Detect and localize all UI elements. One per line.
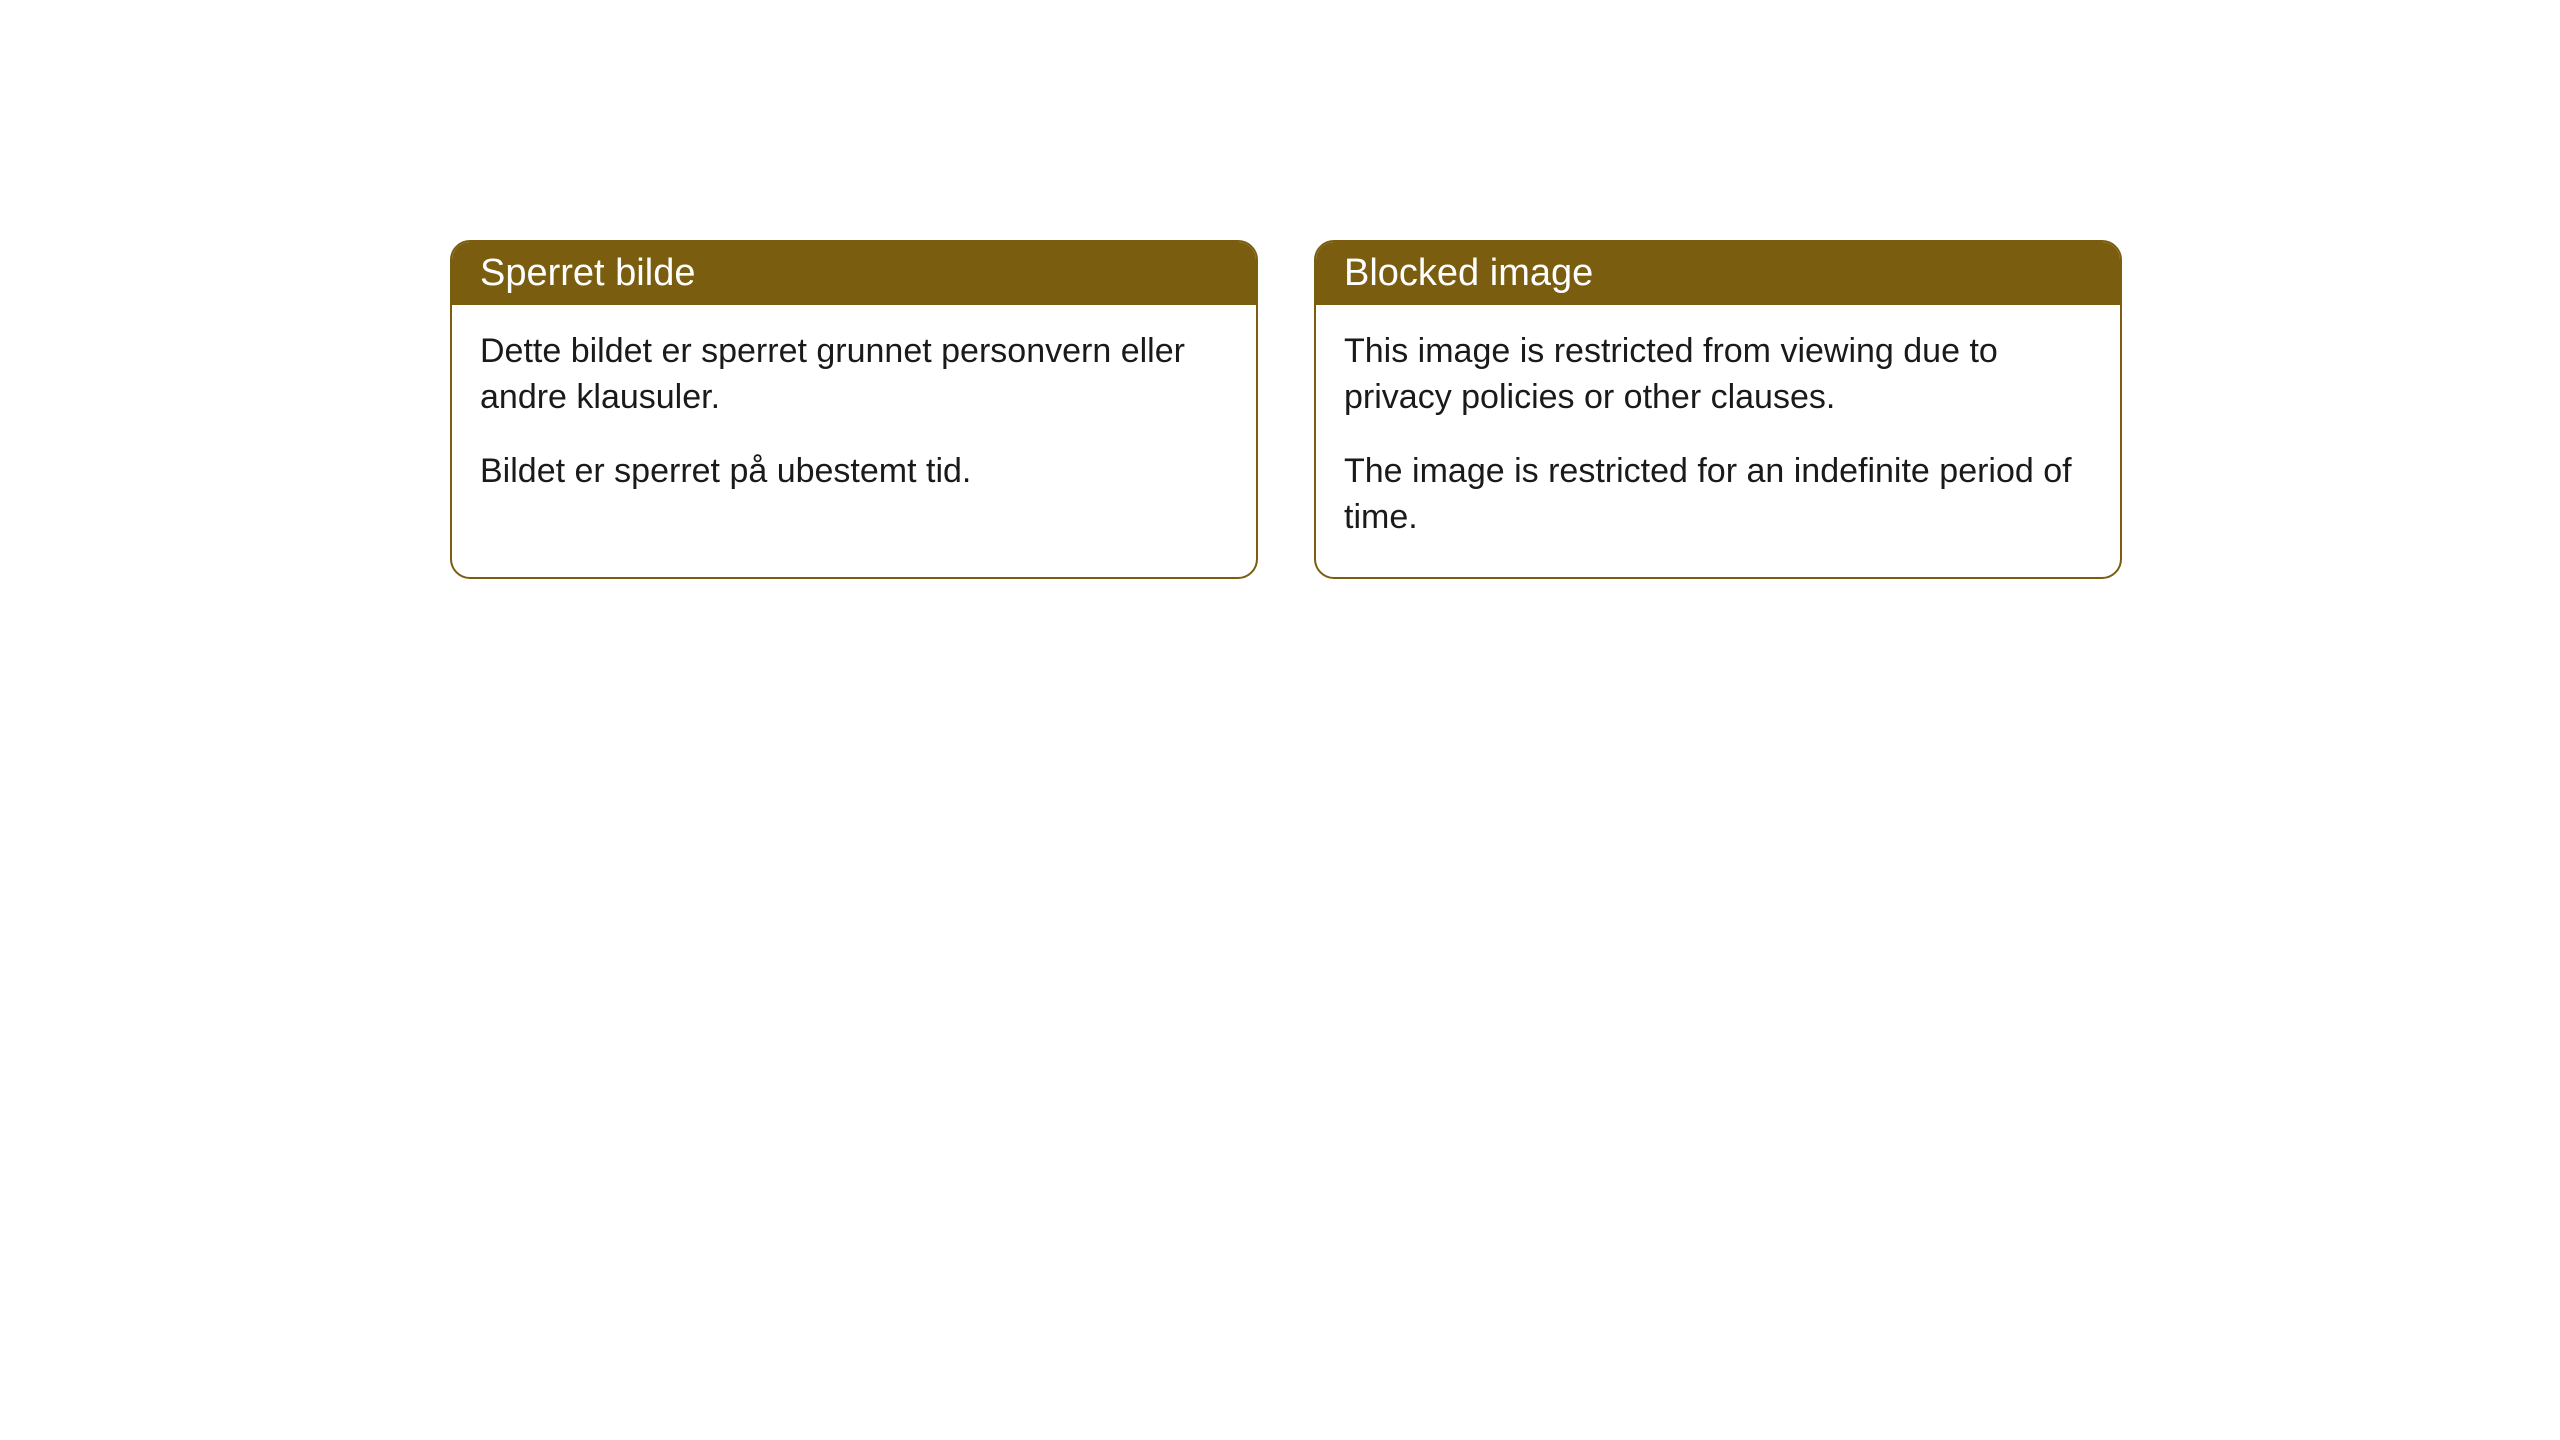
notice-paragraph-2: Bildet er sperret på ubestemt tid. <box>480 449 1228 495</box>
notice-header-norwegian: Sperret bilde <box>452 242 1256 305</box>
notice-body-norwegian: Dette bildet er sperret grunnet personve… <box>452 305 1256 531</box>
notice-paragraph-1: This image is restricted from viewing du… <box>1344 329 2092 421</box>
notice-header-english: Blocked image <box>1316 242 2120 305</box>
notice-paragraph-1: Dette bildet er sperret grunnet personve… <box>480 329 1228 421</box>
notice-body-english: This image is restricted from viewing du… <box>1316 305 2120 577</box>
notice-container: Sperret bilde Dette bildet er sperret gr… <box>0 0 2560 579</box>
notice-card-norwegian: Sperret bilde Dette bildet er sperret gr… <box>450 240 1258 579</box>
notice-paragraph-2: The image is restricted for an indefinit… <box>1344 449 2092 541</box>
notice-card-english: Blocked image This image is restricted f… <box>1314 240 2122 579</box>
